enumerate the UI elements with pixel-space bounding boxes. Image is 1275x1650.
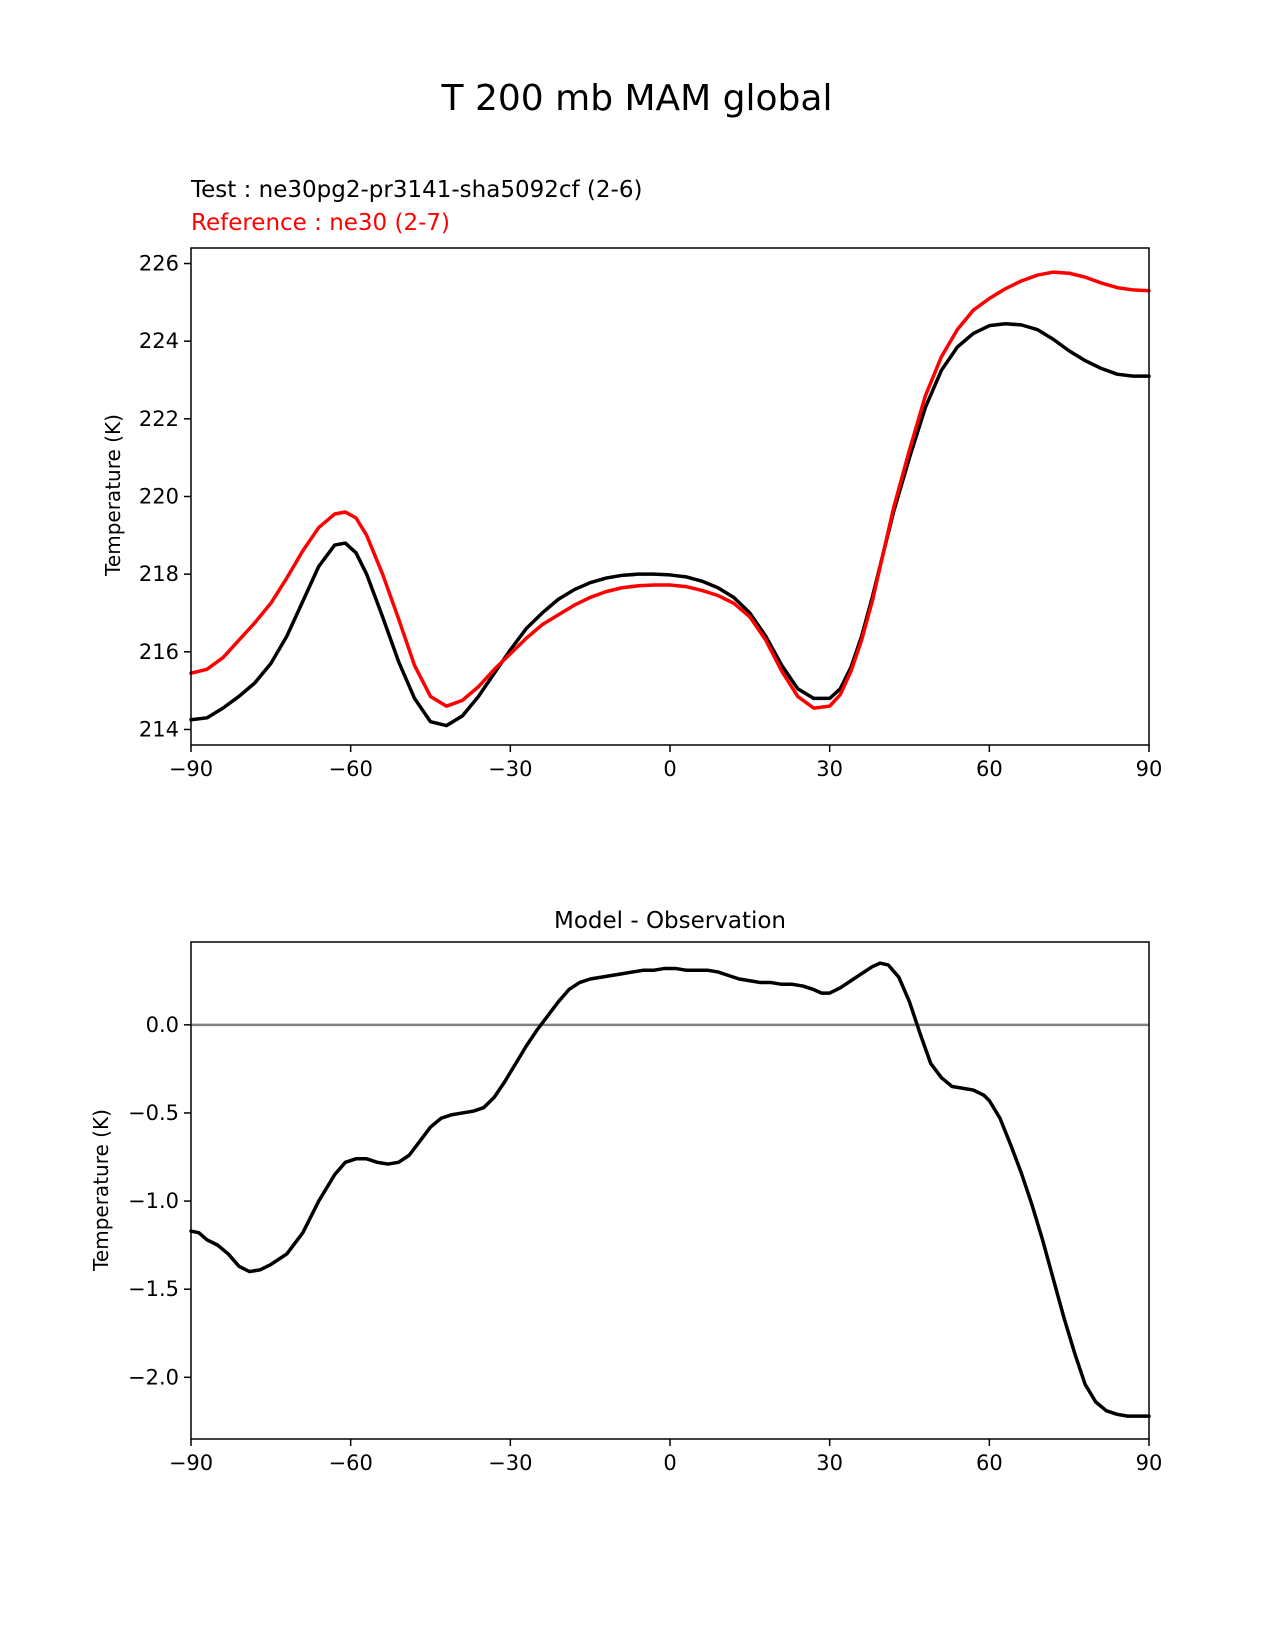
series-line-model-observation [189,961,1151,1418]
top-y-axis-label: Temperature (K) [101,414,125,577]
x-tick-label: 60 [976,757,1003,781]
top-plot-area: −90 −60 −30 0 30 60 90 214 216 218 220 222 224 226 [139,252,1162,781]
y-tick-label: −1.0 [128,1189,179,1213]
y-tick-label: 220 [139,485,179,509]
series-line-test [189,321,1151,728]
y-tick-label: 0.0 [146,1013,179,1037]
x-tick-label: 90 [1136,1451,1163,1475]
bottom-y-axis-label: Temperature (K) [89,1109,113,1272]
x-tick-label: 0 [663,1451,676,1475]
x-tick-label: 30 [816,757,843,781]
y-tick-label: −0.5 [128,1101,179,1125]
y-tick-label: 224 [139,329,179,353]
x-tick-label: −60 [329,757,373,781]
figure-title: T 200 mb MAM global [441,78,833,119]
y-tick-label: 216 [139,640,179,664]
x-tick-label: −90 [169,757,213,781]
x-tick-label: 60 [976,1451,1003,1475]
bottom-plot-area: −90 −60 −30 0 30 60 90 0.0 −0.5 −1.0 −1.5 −2.0 [128,961,1163,1475]
series-line-reference [189,270,1151,710]
top-test-label: Test : ne30pg2-pr3141-sha5092cf (2-6) [190,177,642,203]
bottom-panel: Model - Observation Temperature (K) −90−… [89,908,1162,1475]
y-tick-label: 214 [139,717,179,741]
y-tick-label: 222 [139,407,179,431]
y-tick-label: −2.0 [128,1365,179,1389]
y-tick-label: −1.5 [128,1277,179,1301]
x-tick-label: −60 [329,1451,373,1475]
top-axes-frame [190,247,1150,746]
top-panel: Test : ne30pg2-pr3141-sha5092cf (2-6) Re… [101,177,1162,781]
y-tick-label: 226 [139,252,179,276]
bottom-title: Model - Observation [554,908,786,934]
x-tick-label: 30 [816,1451,843,1475]
x-tick-label: −30 [488,1451,532,1475]
y-tick-label: 218 [139,562,179,586]
top-reference-label: Reference : ne30 (2-7) [191,210,450,236]
x-tick-label: 90 [1136,757,1163,781]
bottom-axes-frame [190,941,1150,1440]
x-tick-label: −90 [169,1451,213,1475]
x-tick-label: −30 [488,757,532,781]
x-tick-label: 0 [663,757,676,781]
